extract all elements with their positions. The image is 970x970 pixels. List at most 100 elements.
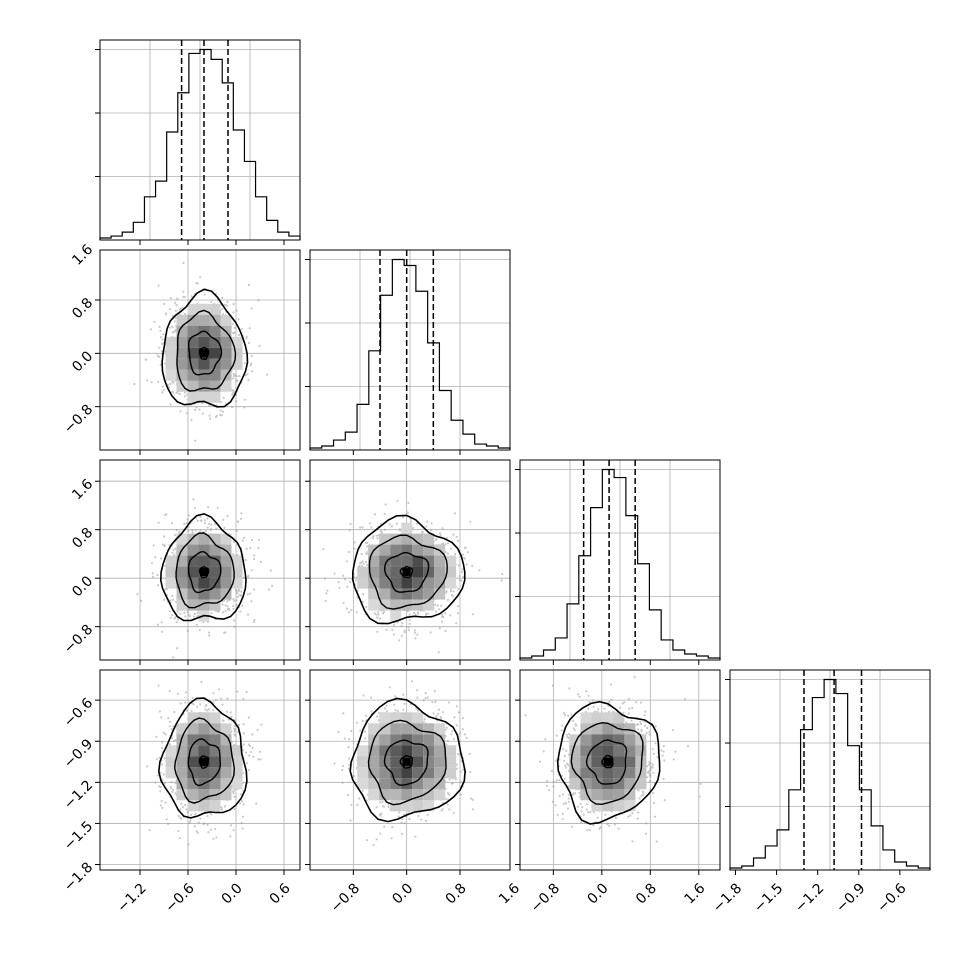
x-tick-label: 0.8 [633,880,660,907]
density-cell [209,599,221,611]
density-cell [187,745,199,757]
density-cell [220,336,232,348]
density-cell [580,734,592,746]
density-cell [231,778,243,790]
density-cell [624,734,636,746]
density-cell [412,577,424,589]
density-cell [434,566,446,578]
density-cell [434,555,446,567]
y-tick-label: −0.9 [61,736,96,771]
density-cell [187,391,199,403]
density-cell [401,734,413,746]
density-cell [187,544,199,556]
density-cell [569,745,581,757]
density-cell [165,555,177,567]
density-cell [187,734,199,746]
density-cell [412,745,424,757]
density-cell [198,800,210,812]
panel-frame [729,669,931,871]
contour-line [188,330,223,376]
density-cell [368,588,380,600]
density-cell [390,566,402,578]
x-tick-label: −0.6 [162,880,197,915]
x-tick-label: 1.6 [681,880,708,907]
density-cell [445,767,457,779]
density-cell [176,723,188,735]
contour-line [585,739,628,785]
panel-frame [309,669,511,871]
density-cell [624,778,636,790]
density-cell [591,745,603,757]
density-cell [434,756,446,768]
density-cell [220,588,232,600]
x-tick-label: −1.5 [751,880,786,915]
density-cell [209,767,221,779]
density-cell [231,577,243,589]
density-cell [165,358,177,370]
density-cell [390,745,402,757]
density-cell [209,369,221,381]
density-cell [401,723,413,735]
histogram-step [99,48,301,240]
density-cell [423,800,435,812]
density-cell [390,723,402,735]
density-cell [434,767,446,779]
density-cell [423,789,435,801]
density-cell [401,800,413,812]
density-cell [580,745,592,757]
density-cell [423,745,435,757]
density-cell [368,566,380,578]
density-cell [445,745,457,757]
density-cell [198,544,210,556]
density-cell [209,325,221,337]
contour-line [368,534,448,610]
density-cell [591,756,603,768]
density-cell [176,767,188,779]
density-peak [402,568,411,577]
density-cell [165,336,177,348]
density-cell [187,314,199,326]
density-cell [220,358,232,370]
density-cell [198,745,210,757]
density-cell [198,555,210,567]
density-cell [165,577,177,589]
density-cell [401,533,413,545]
density-cell [379,778,391,790]
density-cell [209,303,221,315]
density-cell [412,778,424,790]
density-cell [379,767,391,779]
density-cell [187,555,199,567]
contour-line [161,288,249,408]
density-cell [624,789,636,801]
contour-line [399,755,414,769]
density-peak [200,349,208,358]
density-cell [176,380,188,392]
density-cell [401,789,413,801]
density-cell [624,800,636,812]
density-cell [445,566,457,578]
density-cell [390,800,402,812]
density-cell [368,789,380,801]
density-cell [412,555,424,567]
density-cell [220,380,232,392]
density-cell [434,588,446,600]
contour-line [383,739,429,786]
density-cell [445,577,457,589]
density-cell [390,767,402,779]
contour-line [198,566,210,579]
density-cell [198,723,210,735]
density-cell [165,369,177,381]
density-cell [176,756,188,768]
density-cell [231,358,243,370]
density-cell [209,800,221,812]
panel-frame [99,39,301,241]
density-cell [220,533,232,545]
density-cell [357,566,369,578]
density-cell [187,533,199,545]
density-cell [368,555,380,567]
density-cell [187,800,199,812]
density-cell [390,577,402,589]
density-cell [220,314,232,326]
density-cell [613,745,625,757]
contour-line [349,697,466,823]
